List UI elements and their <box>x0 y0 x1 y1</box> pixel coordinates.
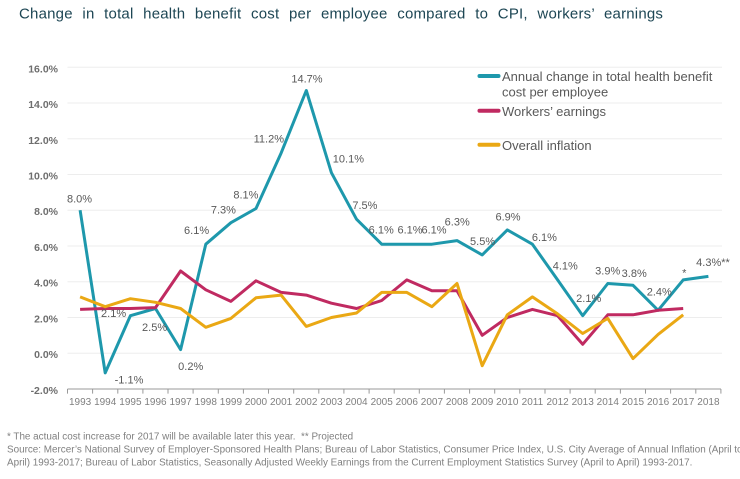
svg-text:2007: 2007 <box>421 397 444 408</box>
svg-text:10.1%: 10.1% <box>333 154 364 166</box>
svg-text:2008: 2008 <box>446 397 469 408</box>
svg-text:2001: 2001 <box>270 397 293 408</box>
svg-text:2.0%: 2.0% <box>34 314 59 326</box>
svg-text:2015: 2015 <box>622 397 645 408</box>
svg-text:14.7%: 14.7% <box>291 74 322 86</box>
svg-text:2012: 2012 <box>546 397 569 408</box>
svg-text:6.1%: 6.1% <box>397 225 422 237</box>
svg-text:4.0%: 4.0% <box>34 278 59 290</box>
svg-text:2017: 2017 <box>672 397 695 408</box>
svg-text:2014: 2014 <box>597 397 620 408</box>
svg-text:11.2%: 11.2% <box>254 134 285 146</box>
svg-text:2.4%: 2.4% <box>647 287 672 299</box>
svg-text:1995: 1995 <box>119 397 142 408</box>
svg-text:2006: 2006 <box>396 397 419 408</box>
svg-text:2003: 2003 <box>320 397 343 408</box>
svg-text:2.1%: 2.1% <box>576 293 601 305</box>
svg-text:April) 1993-2017; Bureau of La: April) 1993-2017; Bureau of Labor Statis… <box>7 458 692 469</box>
svg-text:Change in total health benefit: Change in total health benefit cost per … <box>19 6 663 23</box>
svg-text:1993: 1993 <box>69 397 92 408</box>
svg-text:1997: 1997 <box>169 397 192 408</box>
svg-text:8.1%: 8.1% <box>233 189 258 201</box>
svg-text:cost per employee: cost per employee <box>502 85 608 100</box>
svg-text:4.3%**: 4.3%** <box>696 257 730 269</box>
svg-text:1999: 1999 <box>220 397 243 408</box>
svg-text:1998: 1998 <box>195 397 218 408</box>
svg-text:6.1%: 6.1% <box>184 225 209 237</box>
svg-text:2018: 2018 <box>697 397 720 408</box>
svg-text:3.9%: 3.9% <box>595 266 620 278</box>
svg-text:6.1%: 6.1% <box>421 225 446 237</box>
svg-text:2010: 2010 <box>496 397 519 408</box>
svg-text:3.8%: 3.8% <box>622 268 647 280</box>
svg-text:8.0%: 8.0% <box>67 194 92 206</box>
svg-text:-2.0%: -2.0% <box>31 385 59 397</box>
svg-text:10.0%: 10.0% <box>28 171 58 183</box>
svg-text:Overall inflation: Overall inflation <box>502 138 592 153</box>
svg-text:2002: 2002 <box>295 397 318 408</box>
svg-text:* The actual cost increase for: * The actual cost increase for 2017 will… <box>7 432 353 443</box>
svg-text:2.5%: 2.5% <box>142 322 167 334</box>
svg-text:16.0%: 16.0% <box>28 63 58 75</box>
svg-text:1994: 1994 <box>94 397 117 408</box>
svg-text:0.0%: 0.0% <box>34 349 59 361</box>
svg-text:Source: Mercer’s National Surv: Source: Mercer’s National Survey of Empl… <box>7 445 740 456</box>
svg-text:12.0%: 12.0% <box>28 135 58 147</box>
svg-text:4.1%: 4.1% <box>553 260 578 272</box>
svg-text:2.1%: 2.1% <box>101 308 126 320</box>
svg-text:6.9%: 6.9% <box>495 212 520 224</box>
svg-text:2011: 2011 <box>522 397 544 408</box>
svg-text:-1.1%: -1.1% <box>115 375 144 387</box>
svg-text:1996: 1996 <box>144 397 167 408</box>
svg-text:2016: 2016 <box>647 397 670 408</box>
svg-text:2004: 2004 <box>345 397 368 408</box>
svg-text:6.1%: 6.1% <box>369 225 394 237</box>
svg-text:7.3%: 7.3% <box>211 205 236 217</box>
svg-text:5.5%: 5.5% <box>470 236 495 248</box>
svg-text:*: * <box>682 268 687 280</box>
svg-text:6.0%: 6.0% <box>34 242 59 254</box>
svg-text:0.2%: 0.2% <box>178 361 203 373</box>
svg-text:8.0%: 8.0% <box>34 206 59 218</box>
svg-text:6.1%: 6.1% <box>532 232 557 244</box>
svg-text:6.3%: 6.3% <box>445 217 470 229</box>
svg-text:14.0%: 14.0% <box>28 99 58 111</box>
svg-text:2009: 2009 <box>471 397 494 408</box>
svg-text:2005: 2005 <box>371 397 394 408</box>
svg-text:2000: 2000 <box>245 397 268 408</box>
svg-text:7.5%: 7.5% <box>352 200 377 212</box>
svg-text:Annual change in total health: Annual change in total health benefit <box>502 69 713 84</box>
svg-text:2013: 2013 <box>572 397 595 408</box>
svg-text:Workers’ earnings: Workers’ earnings <box>502 104 607 119</box>
